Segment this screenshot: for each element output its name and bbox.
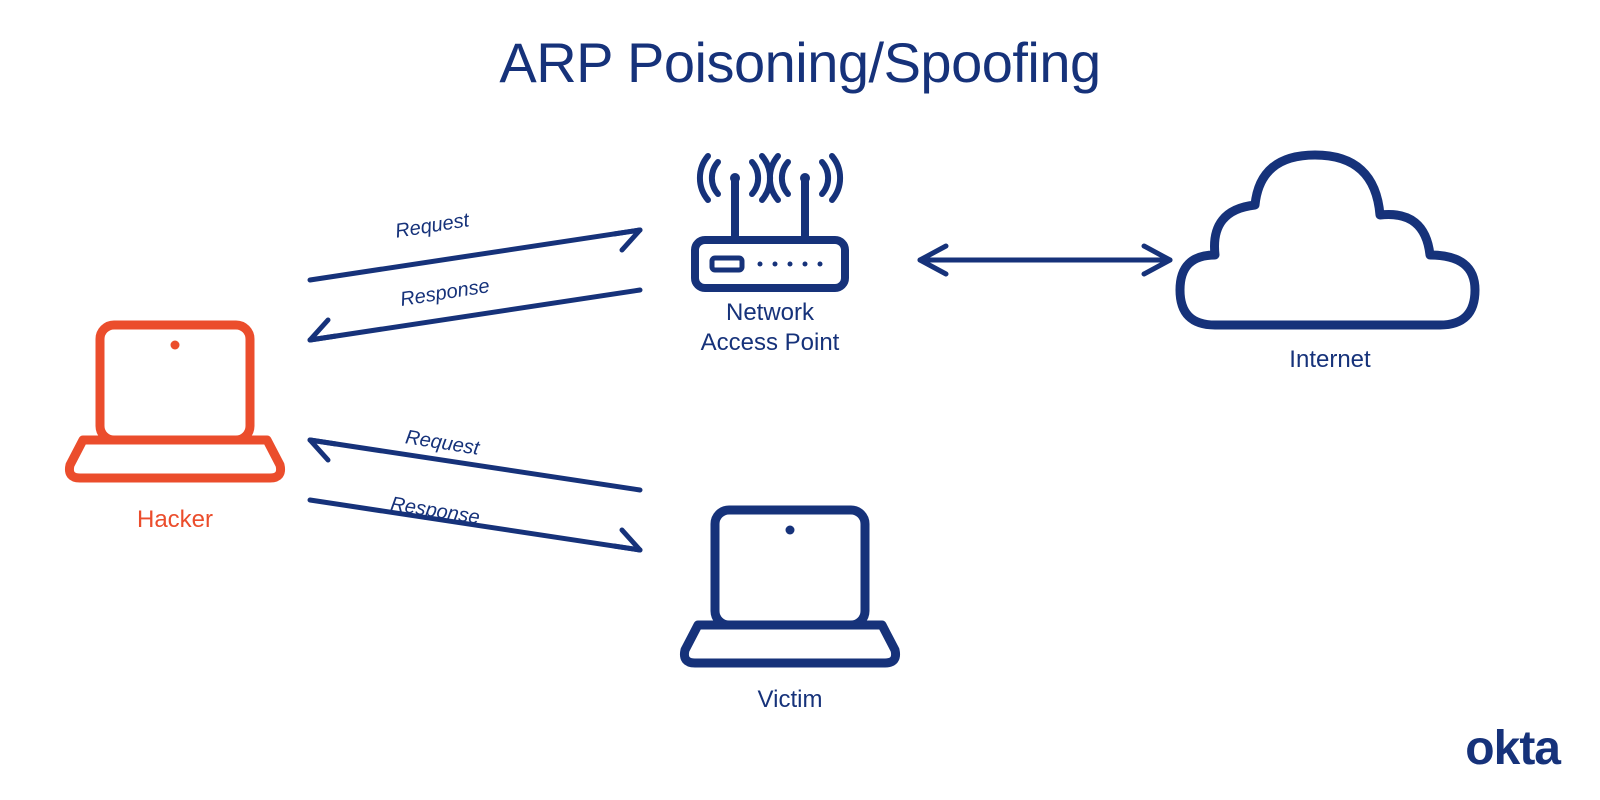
hacker-label: Hacker [95, 505, 255, 535]
diagram-title: ARP Poisoning/Spoofing [0, 30, 1600, 95]
label-response-2: Response [389, 493, 482, 530]
victim-label: Victim [710, 685, 870, 715]
router-icon [695, 156, 845, 288]
arrow-hacker-router-request [310, 230, 640, 280]
hacker-icon [69, 325, 280, 478]
router-label: Network Access Point [670, 298, 870, 358]
victim-icon [684, 510, 895, 663]
arrow-router-internet [920, 246, 1170, 274]
internet-label: Internet [1250, 345, 1410, 375]
brand-logo: okta [1465, 721, 1560, 776]
internet-icon [1180, 155, 1475, 325]
label-request-2: Request [404, 426, 481, 460]
label-request-1: Request [394, 209, 471, 243]
diagram-canvas [0, 0, 1600, 800]
label-response-1: Response [399, 275, 492, 312]
